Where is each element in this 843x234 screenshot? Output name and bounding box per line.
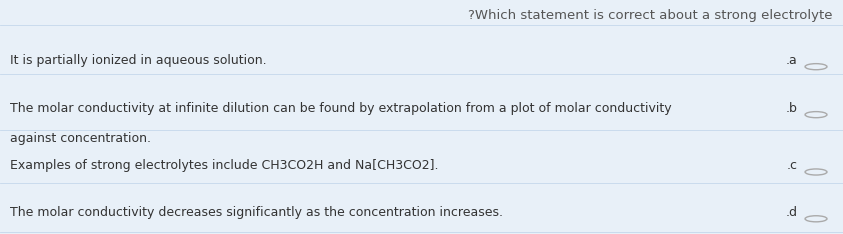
Text: against concentration.: against concentration.	[10, 132, 151, 145]
Text: .c: .c	[787, 159, 797, 172]
Text: Examples of strong electrolytes include CH3CO2H and Na[CH3CO2].: Examples of strong electrolytes include …	[10, 159, 438, 172]
Text: .a: .a	[786, 54, 797, 67]
Text: .b: .b	[786, 102, 797, 115]
Text: .d: .d	[786, 206, 797, 219]
Text: It is partially ionized in aqueous solution.: It is partially ionized in aqueous solut…	[10, 54, 266, 67]
Text: The molar conductivity decreases significantly as the concentration increases.: The molar conductivity decreases signifi…	[10, 206, 503, 219]
Text: ?Which statement is correct about a strong electrolyte: ?Which statement is correct about a stro…	[469, 9, 833, 22]
Text: The molar conductivity at infinite dilution can be found by extrapolation from a: The molar conductivity at infinite dilut…	[10, 102, 672, 115]
